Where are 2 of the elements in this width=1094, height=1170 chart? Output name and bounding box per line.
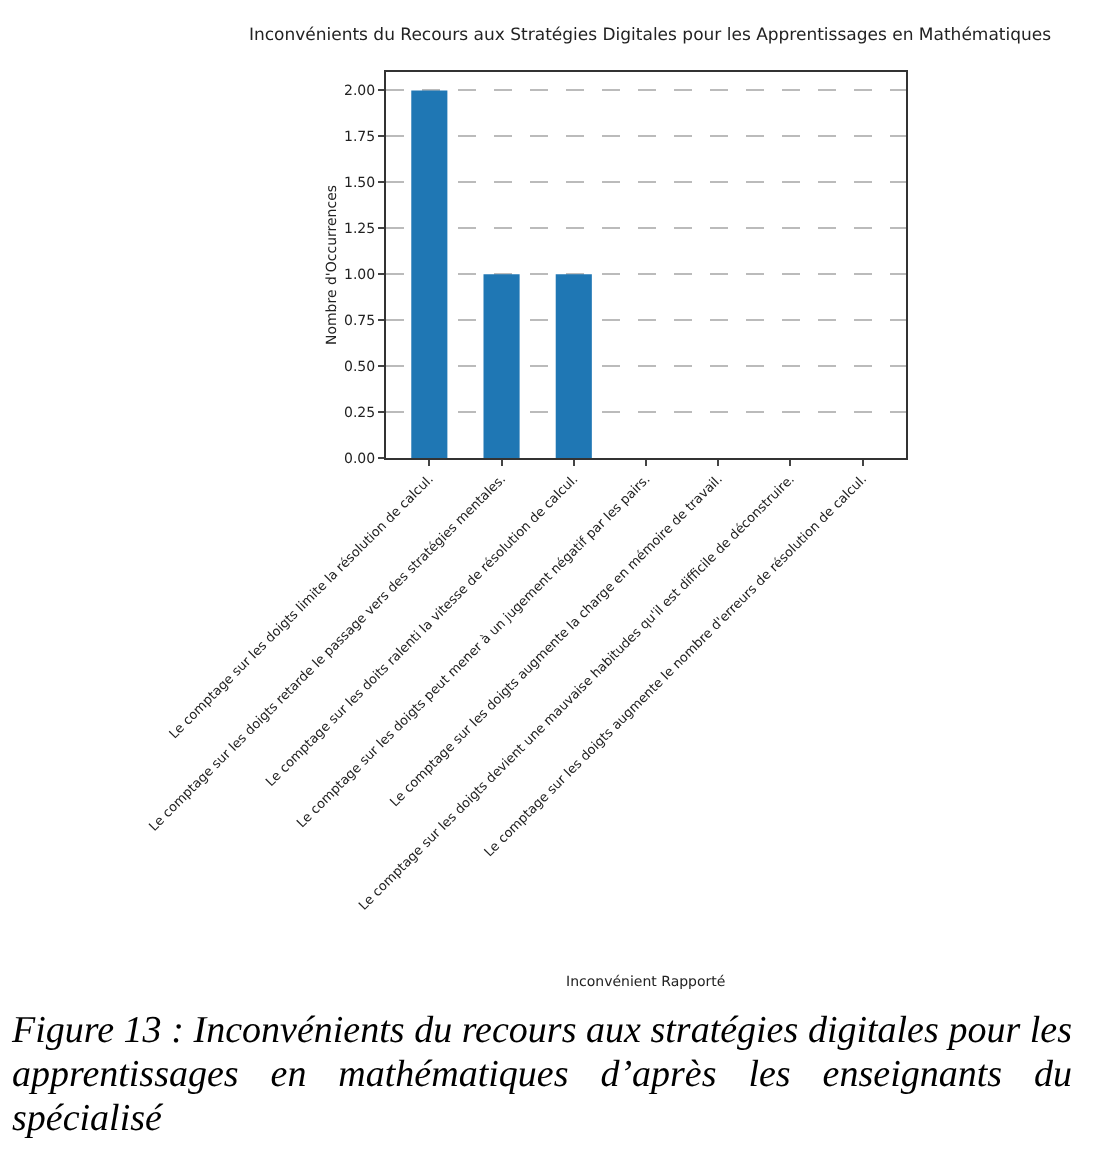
chart-title: Inconvénients du Recours aux Stratégies Digitales pour les Apprentissages en Mathématiques <box>248 25 1053 46</box>
caption: Figure 13 : Inconvénients du recours aux stratégies digitales pour les apprentissages en mathématiques d’après les enseignants du spécialisé <box>12 1010 1072 1142</box>
